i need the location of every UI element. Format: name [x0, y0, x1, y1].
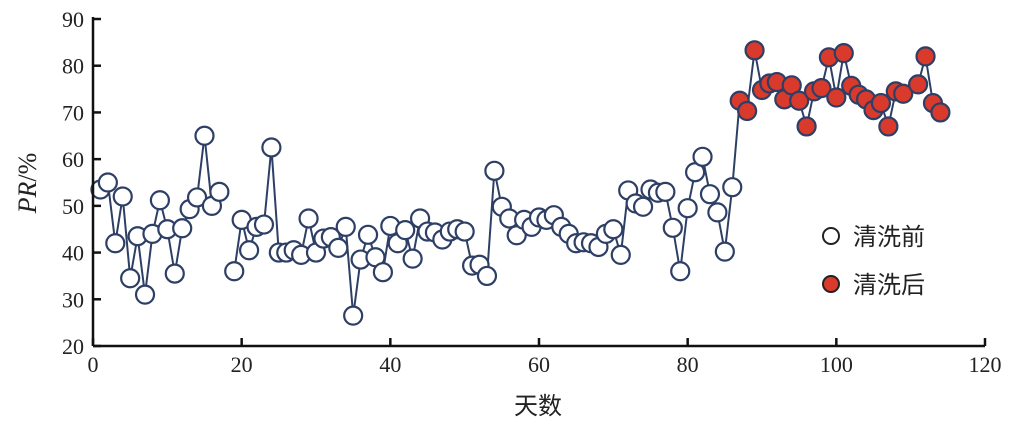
point-before-cleaning	[714, 241, 735, 262]
y-axis-label: PR/%	[13, 153, 42, 215]
point-after-cleaning	[811, 78, 832, 99]
point-before-cleaning	[357, 224, 379, 245]
svg-text:PR/%: PR/%	[13, 153, 42, 215]
point-before-cleaning	[632, 196, 654, 217]
point-before-cleaning	[699, 184, 721, 205]
point-before-cleaning	[112, 186, 133, 207]
point-before-cleaning	[692, 146, 713, 167]
point-before-cleaning	[194, 125, 215, 146]
point-before-cleaning	[402, 248, 423, 269]
point-after-cleaning	[893, 83, 914, 104]
point-before-cleaning	[224, 261, 245, 282]
point-after-cleaning	[744, 40, 765, 61]
legend-marker-before	[822, 227, 840, 245]
y-axis-label-italic: PR	[13, 181, 42, 214]
point-before-cleaning	[372, 262, 393, 283]
point-after-cleaning	[870, 92, 892, 114]
point-before-cleaning	[335, 216, 356, 237]
y-tick-label: 90	[62, 7, 84, 32]
point-before-cleaning	[253, 214, 275, 235]
point-before-cleaning	[610, 244, 631, 266]
x-tick-label: 0	[88, 352, 99, 377]
y-tick-label: 40	[62, 241, 84, 266]
point-before-cleaning	[662, 217, 683, 238]
point-before-cleaning	[239, 240, 260, 261]
point-before-cleaning	[172, 218, 193, 239]
point-after-cleaning	[930, 102, 951, 123]
y-tick-label: 70	[62, 100, 84, 125]
point-before-cleaning	[186, 187, 208, 208]
y-tick-label: 50	[62, 194, 84, 219]
point-after-cleaning	[878, 116, 899, 137]
x-tick-label: 120	[969, 352, 1002, 377]
point-before-cleaning	[677, 198, 698, 219]
point-after-cleaning	[826, 87, 847, 108]
x-tick-label: 60	[528, 352, 550, 377]
point-after-cleaning	[796, 116, 817, 137]
legend: 清洗前 清洗后	[822, 223, 925, 299]
data-points	[90, 40, 951, 326]
point-before-cleaning	[209, 181, 230, 202]
point-after-cleaning	[737, 100, 758, 122]
y-tick-label: 20	[62, 334, 84, 359]
y-axis-label-unit: /%	[13, 153, 42, 182]
point-after-cleaning	[833, 43, 854, 64]
x-tick-label: 80	[677, 352, 699, 377]
point-before-cleaning	[476, 265, 498, 287]
point-before-cleaning	[655, 181, 676, 202]
point-before-cleaning	[454, 221, 475, 242]
point-before-cleaning	[328, 237, 349, 258]
legend-label-before: 清洗前	[853, 223, 925, 251]
point-before-cleaning	[670, 261, 691, 282]
y-tick-label: 30	[62, 287, 84, 312]
point-before-cleaning	[395, 220, 416, 241]
point-before-cleaning	[97, 172, 118, 193]
point-before-cleaning	[120, 268, 141, 289]
point-before-cleaning	[603, 219, 624, 240]
point-before-cleaning	[164, 263, 185, 284]
point-before-cleaning	[722, 177, 743, 198]
x-tick-label: 100	[820, 352, 853, 377]
x-tick-label: 40	[379, 352, 401, 377]
point-before-cleaning	[298, 208, 319, 229]
point-before-cleaning	[261, 137, 282, 158]
y-tick-label: 60	[62, 147, 84, 172]
y-tick-label: 80	[62, 54, 84, 79]
point-before-cleaning	[707, 202, 728, 223]
point-before-cleaning	[343, 305, 364, 326]
point-after-cleaning	[907, 74, 929, 95]
point-after-cleaning	[789, 90, 810, 111]
legend-label-after: 清洗后	[853, 271, 925, 299]
point-before-cleaning	[134, 284, 156, 305]
legend-marker-after	[822, 275, 840, 293]
x-tick-label: 20	[231, 352, 253, 377]
x-axis-label: 天数	[514, 392, 562, 420]
point-before-cleaning	[105, 233, 126, 254]
point-before-cleaning	[149, 190, 170, 211]
point-before-cleaning	[484, 160, 505, 181]
point-after-cleaning	[915, 46, 936, 67]
